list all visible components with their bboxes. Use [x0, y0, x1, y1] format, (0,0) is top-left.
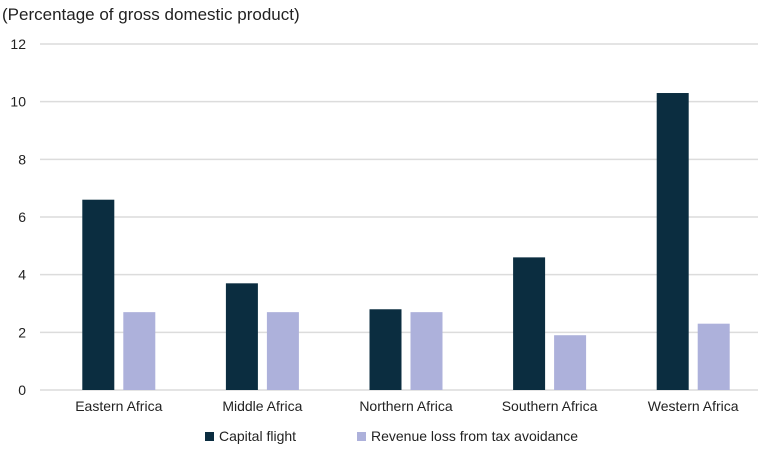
- legend-swatch: [357, 432, 366, 441]
- bar: [410, 312, 443, 390]
- y-tick-label: 10: [10, 94, 26, 110]
- y-tick-label: 2: [18, 324, 26, 340]
- bar: [82, 199, 115, 390]
- legend-label: Capital flight: [219, 428, 296, 444]
- bar: [513, 257, 546, 390]
- bar: [554, 335, 587, 390]
- y-tick-label: 12: [10, 36, 26, 52]
- y-tick-label: 4: [18, 267, 26, 283]
- x-tick-label: Eastern Africa: [75, 398, 162, 414]
- legend-swatch: [205, 432, 214, 441]
- bars: [82, 93, 730, 391]
- bar: [369, 309, 402, 390]
- y-tick-label: 0: [18, 382, 26, 398]
- y-tick-label: 8: [18, 151, 26, 167]
- bar: [266, 312, 299, 390]
- y-axis-label: (Percentage of gross domestic product): [2, 5, 300, 24]
- gridlines: [40, 43, 758, 391]
- y-tick-labels: 0 2 4 6 8 10 12: [10, 36, 26, 398]
- x-tick-label: Western Africa: [648, 398, 739, 414]
- x-tick-label: Northern Africa: [359, 398, 453, 414]
- x-tick-label: Southern Africa: [502, 398, 598, 414]
- bar: [656, 93, 689, 391]
- bar: [697, 323, 730, 390]
- bar: [225, 283, 258, 390]
- y-tick-label: 6: [18, 209, 26, 225]
- legend-label: Revenue loss from tax avoidance: [371, 428, 578, 444]
- x-tick-label: Middle Africa: [222, 398, 302, 414]
- legend: Capital flight Revenue loss from tax avoi…: [205, 428, 578, 444]
- bar: [123, 312, 156, 390]
- x-tick-labels: Eastern Africa Middle Africa Northern Afri…: [75, 398, 739, 414]
